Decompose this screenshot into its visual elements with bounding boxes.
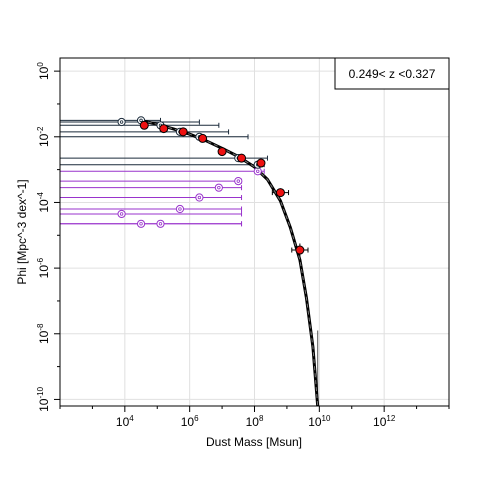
x-axis-ticks: 104 106 108 1010 1012 [59, 406, 450, 429]
x-tick-label: 1012 [373, 414, 396, 429]
x-tick-label: 108 [246, 414, 264, 429]
x-tick-label: 106 [181, 414, 199, 429]
red-data-point [139, 120, 149, 130]
legend-box: 0.249< z <0.327 [334, 57, 450, 90]
legend-frame [334, 57, 450, 90]
red-data-point [198, 133, 208, 143]
dark-open-point-inner [119, 120, 124, 124]
y-tick-label: 10-6 [36, 257, 51, 278]
purple-open-point [234, 177, 243, 186]
data-points [117, 116, 305, 255]
purple-open-point [175, 204, 185, 214]
error-bars [60, 117, 309, 259]
grid [60, 58, 449, 406]
y-tick-label: 100 [36, 62, 51, 80]
red-data-point [159, 124, 169, 134]
y-tick-label: 10-8 [36, 323, 51, 344]
red-data-point [217, 147, 227, 157]
dark-open-point [117, 117, 126, 127]
fit-curve-dashed [140, 119, 319, 407]
purple-open-point-inner [178, 207, 182, 211]
y-axis-ticks: 100 10-2 10-4 10-6 10-8 10-10 [36, 62, 60, 412]
dark-open-point-inner [139, 118, 143, 123]
y-tick-label: 10-4 [36, 192, 51, 213]
purple-open-point-inner [158, 222, 163, 226]
x-axis-title: Dust Mass [Msun] [206, 435, 302, 449]
purple-open-point [117, 209, 126, 219]
x-tick-label: 1010 [308, 414, 331, 429]
legend-redshift-range: 0.249< z <0.327 [349, 67, 436, 81]
y-axis-title: Phi [Mpc^-3 dex^-1] [15, 179, 29, 284]
red-data-point [178, 127, 188, 137]
red-data-point [237, 153, 247, 163]
purple-open-point-inner [256, 169, 260, 173]
purple-open-point [195, 193, 204, 202]
x-tick-label: 104 [116, 414, 134, 429]
y-tick-label: 10-2 [36, 126, 51, 147]
red-data-point [256, 158, 266, 168]
purple-open-point [214, 183, 223, 192]
purple-open-point-inner [236, 179, 240, 183]
red-data-point [275, 188, 285, 198]
purple-open-point-inner [139, 222, 143, 226]
purple-open-point [156, 219, 165, 228]
purple-open-point-inner [217, 185, 221, 190]
red-data-point [295, 245, 305, 255]
purple-open-point [136, 219, 146, 228]
purple-open-point-inner [197, 195, 202, 200]
purple-open-point-inner [119, 212, 124, 216]
y-tick-label: 10-10 [36, 386, 51, 411]
